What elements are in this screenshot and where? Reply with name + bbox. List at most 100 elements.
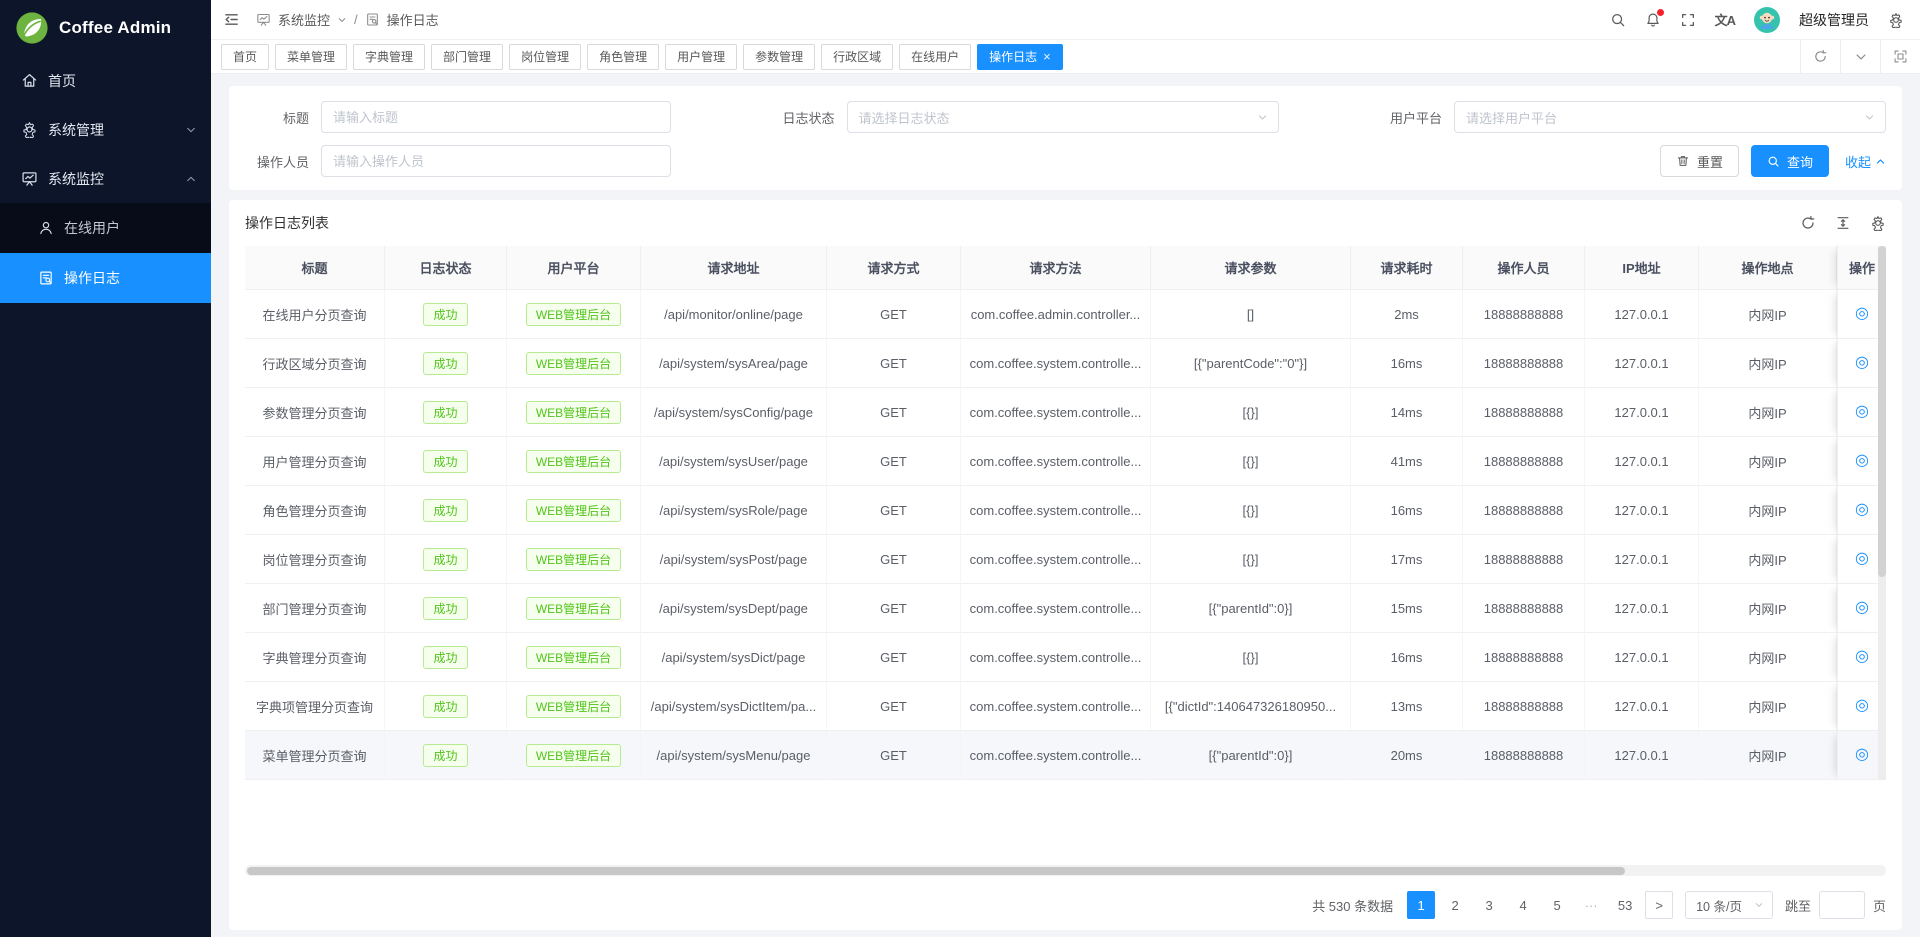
content: 标题 日志状态 请选择日志状态 用户平台 <box>211 74 1920 937</box>
tab-bar-items: 首页 菜单管理 字典管理 部门管理 岗位管理 角色管理 用户管理 参数管理 行政区域 在线用户 操作… <box>221 40 1800 73</box>
refresh-icon[interactable] <box>1800 215 1816 231</box>
user-platform-label: 用户平台 <box>1389 110 1442 126</box>
search-row-1: 标题 日志状态 请选择日志状态 用户平台 <box>245 101 1886 133</box>
pager-page-1[interactable]: 1 <box>1407 891 1436 919</box>
view-detail-icon[interactable]: ◎ <box>1855 501 1869 518</box>
horizontal-scrollbar-thumb[interactable] <box>247 866 1626 875</box>
sidebar-item-system-management[interactable]: 系统管理 <box>0 105 211 154</box>
column-settings-gear-icon[interactable] <box>1870 215 1886 231</box>
cell-method: GET <box>827 339 961 388</box>
view-detail-icon[interactable]: ◎ <box>1855 648 1869 665</box>
cell-method: GET <box>827 682 961 731</box>
tab-用户管理[interactable]: 用户管理 <box>665 43 738 70</box>
cell-platform: WEB管理后台 <box>507 535 641 584</box>
tab-字典管理[interactable]: 字典管理 <box>353 43 426 70</box>
cell-method: GET <box>827 535 961 584</box>
translate-icon[interactable]: 文A <box>1714 13 1736 28</box>
query-button-label: 查询 <box>1786 154 1813 170</box>
view-detail-icon[interactable]: ◎ <box>1855 305 1869 322</box>
tab-操作日志[interactable]: 操作日志 × <box>977 43 1063 70</box>
page-size-value: 10 条/页 <box>1696 899 1742 914</box>
jump-page-input[interactable] <box>1818 891 1865 919</box>
breadcrumb-parent[interactable]: 系统监控 <box>278 13 331 28</box>
sidebar-item-system-monitor[interactable]: 系统监控 <box>0 154 211 203</box>
title-input[interactable] <box>321 101 671 133</box>
collapse-filters-link[interactable]: 收起 <box>1845 152 1886 171</box>
cell-status: 成功 <box>385 731 507 780</box>
tab-close-icon[interactable]: × <box>1043 49 1051 64</box>
trash-icon <box>1676 154 1690 168</box>
reset-button[interactable]: 重置 <box>1659 145 1739 177</box>
pager-page-53[interactable]: 53 <box>1617 897 1633 913</box>
cell-handler: com.coffee.system.controlle... <box>961 339 1151 388</box>
cell-title: 角色管理分页查询 <box>245 486 385 535</box>
cell-method: GET <box>827 388 961 437</box>
maximize-icon[interactable] <box>1880 40 1920 73</box>
sidebar-item-home[interactable]: 首页 <box>0 56 211 105</box>
tab-在线用户[interactable]: 在线用户 <box>899 43 972 70</box>
pager-page-3[interactable]: 3 <box>1485 897 1493 913</box>
view-detail-icon[interactable]: ◎ <box>1855 697 1869 714</box>
cell-status: 成功 <box>385 437 507 486</box>
avatar[interactable] <box>1754 6 1780 33</box>
sidebar-item-label: 在线用户 <box>64 220 120 236</box>
chevron-down-icon <box>337 15 347 25</box>
tab-行政区域[interactable]: 行政区域 <box>821 43 894 70</box>
vertical-scrollbar[interactable] <box>1878 246 1886 780</box>
sidebar-collapse-icon[interactable] <box>223 11 240 28</box>
settings-gear-icon[interactable] <box>1888 12 1904 28</box>
bell-icon[interactable] <box>1645 8 1664 28</box>
view-detail-icon[interactable]: ◎ <box>1855 452 1869 469</box>
pager-page-5[interactable]: 5 <box>1553 897 1561 913</box>
view-detail-icon[interactable]: ◎ <box>1855 403 1869 420</box>
pager-page-4[interactable]: 4 <box>1519 897 1527 913</box>
fullscreen-icon[interactable] <box>1680 12 1696 28</box>
tab-菜单管理[interactable]: 菜单管理 <box>275 43 348 70</box>
refresh-icon[interactable] <box>1800 40 1840 73</box>
tab-部门管理[interactable]: 部门管理 <box>431 43 504 70</box>
user-platform-select[interactable]: 请选择用户平台 <box>1454 101 1886 133</box>
cell-location: 内网IP <box>1699 584 1837 633</box>
field-title: 标题 <box>245 101 671 133</box>
home-icon <box>21 72 38 89</box>
pager-page-2[interactable]: 2 <box>1451 897 1459 913</box>
tab-角色管理[interactable]: 角色管理 <box>587 43 660 70</box>
view-detail-icon[interactable]: ◎ <box>1855 746 1869 763</box>
table-row: 菜单管理分页查询 成功 WEB管理后台/api/system/sysMenu/pag… <box>245 731 1886 780</box>
cell-ip: 127.0.0.1 <box>1585 682 1699 731</box>
cell-title: 岗位管理分页查询 <box>245 535 385 584</box>
chevron-down-icon[interactable] <box>1840 40 1880 73</box>
tab-首页[interactable]: 首页 <box>221 43 270 70</box>
row-height-icon[interactable] <box>1835 215 1851 231</box>
next-page-button[interactable]: > <box>1645 891 1674 919</box>
cell-params: [{}] <box>1151 388 1351 437</box>
page-size-select[interactable]: 10 条/页 <box>1685 891 1773 919</box>
cell-time: 2ms <box>1351 290 1463 339</box>
log-icon <box>37 270 54 287</box>
cell-url: /api/system/sysDept/page <box>641 584 827 633</box>
log-status-select[interactable]: 请选择日志状态 <box>846 101 1279 133</box>
status-badge: 成功 <box>423 743 468 767</box>
view-detail-icon[interactable]: ◎ <box>1855 354 1869 371</box>
tab-参数管理[interactable]: 参数管理 <box>743 43 816 70</box>
cell-location: 内网IP <box>1699 486 1837 535</box>
notification-dot <box>1656 8 1664 16</box>
query-button[interactable]: 查询 <box>1750 145 1829 177</box>
sidebar-item-online-users[interactable]: 在线用户 <box>0 203 211 253</box>
status-badge: 成功 <box>423 302 468 326</box>
sidebar-item-operation-log[interactable]: 操作日志 <box>0 253 211 303</box>
current-user-name[interactable]: 超级管理员 <box>1799 11 1869 28</box>
view-detail-icon[interactable]: ◎ <box>1855 599 1869 616</box>
tab-label: 部门管理 <box>443 50 492 64</box>
view-detail-icon[interactable]: ◎ <box>1855 550 1869 567</box>
tab-岗位管理[interactable]: 岗位管理 <box>509 43 582 70</box>
chevron-down-icon <box>1754 900 1764 910</box>
cell-location: 内网IP <box>1699 682 1837 731</box>
tab-label: 行政区域 <box>833 50 882 64</box>
vertical-scrollbar-thumb[interactable] <box>1878 246 1886 578</box>
sidebar-item-label: 系统监控 <box>48 170 104 187</box>
cell-platform: WEB管理后台 <box>507 486 641 535</box>
search-icon[interactable] <box>1610 12 1626 28</box>
operator-input[interactable] <box>321 145 671 177</box>
tab-label: 用户管理 <box>677 50 726 64</box>
